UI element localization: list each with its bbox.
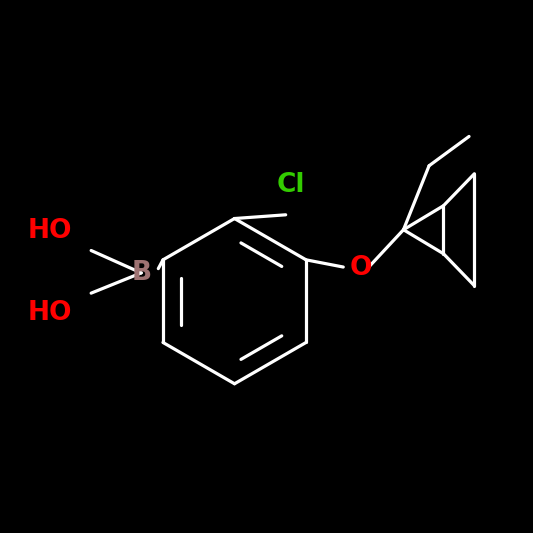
- Text: Cl: Cl: [277, 172, 305, 198]
- Text: O: O: [350, 255, 372, 281]
- Text: HO: HO: [27, 218, 72, 244]
- Text: B: B: [131, 260, 151, 286]
- Text: HO: HO: [27, 300, 72, 326]
